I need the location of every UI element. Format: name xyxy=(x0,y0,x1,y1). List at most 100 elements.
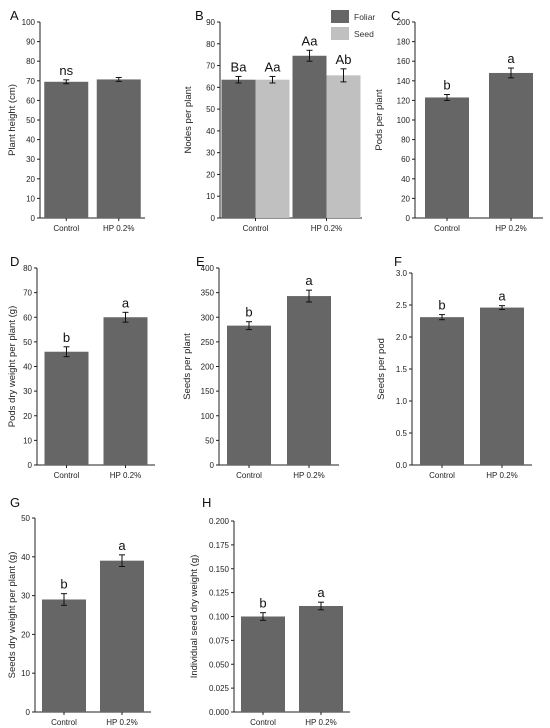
y-tick-label: 90 xyxy=(26,38,35,47)
y-tick-label: 1.5 xyxy=(396,365,408,374)
y-tick-label: 70 xyxy=(26,77,35,86)
y-tick-label: 0 xyxy=(210,461,215,470)
significance-label: a xyxy=(498,289,506,304)
panel-letter: B xyxy=(195,8,204,23)
legend-label: Foliar xyxy=(354,12,375,22)
y-tick-label: 40 xyxy=(206,127,215,136)
panel-d: D 0 10 20 30 40 50 60 70 80 Pods dry weight per pl… xyxy=(7,254,155,480)
y-tick-label: 250 xyxy=(201,338,215,347)
y-tick-label: 30 xyxy=(206,149,215,158)
significance-label: a xyxy=(118,538,126,553)
y-tick-label: 90 xyxy=(206,18,215,27)
panel-letter: D xyxy=(10,254,19,269)
y-tick-label: 30 xyxy=(23,387,32,396)
significance-label: b xyxy=(245,305,252,320)
y-tick-label: 0.150 xyxy=(209,565,230,574)
panel-a: A 0 10 20 30 40 50 60 70 80 90 100 Plant height (cm)… xyxy=(7,8,145,233)
panel-b: B 0 10 20 30 40 50 60 70 80 90 Nodes per plant Contr… xyxy=(183,8,375,233)
y-tick-label: 10 xyxy=(21,669,30,678)
panel-letter: A xyxy=(10,8,19,23)
y-tick-label: 30 xyxy=(26,155,35,164)
significance-label: b xyxy=(259,596,266,611)
y-tick-label: 100 xyxy=(201,412,215,421)
y-tick-label: 30 xyxy=(21,592,30,601)
y-axis-title: Seeds per pod xyxy=(376,338,387,400)
significance-label: Ba xyxy=(231,59,248,74)
y-tick-label: 10 xyxy=(206,192,215,201)
bar-value xyxy=(287,296,331,465)
y-tick-label: 70 xyxy=(23,289,32,298)
y-tick-label: 0 xyxy=(406,214,411,223)
y-tick-label: 10 xyxy=(26,194,35,203)
x-category-label: HP 0.2% xyxy=(110,471,141,480)
bar-value xyxy=(44,351,89,465)
y-tick-label: 100 xyxy=(397,116,411,125)
y-tick-label: 40 xyxy=(21,553,30,562)
bar-value xyxy=(42,599,86,712)
y-tick-label: 80 xyxy=(206,40,215,49)
significance-label: ns xyxy=(59,63,73,78)
y-tick-label: 50 xyxy=(21,514,30,523)
x-category-label: Control xyxy=(236,471,262,480)
significance-label: b xyxy=(438,298,445,313)
y-tick-label: 20 xyxy=(23,412,32,421)
y-tick-label: 10 xyxy=(23,436,32,445)
y-axis-title: Individual seed dry weight (g) xyxy=(189,555,200,679)
significance-label: b xyxy=(60,577,67,592)
x-category-label: HP 0.2% xyxy=(495,224,526,233)
bar-seed xyxy=(255,79,290,218)
y-tick-label: 0 xyxy=(31,214,36,223)
y-tick-label: 0.5 xyxy=(396,429,408,438)
significance-label: Aa xyxy=(265,59,282,74)
y-tick-label: 400 xyxy=(201,264,215,273)
bar-value xyxy=(96,79,141,218)
legend-label: Seed xyxy=(354,29,374,39)
y-tick-label: 0 xyxy=(28,461,33,470)
panel-letter: C xyxy=(391,8,400,23)
y-tick-label: 80 xyxy=(23,264,32,273)
bar-value xyxy=(420,317,464,465)
y-tick-label: 120 xyxy=(397,96,411,105)
significance-label: Aa xyxy=(302,33,319,48)
bar-value xyxy=(241,616,285,712)
y-tick-label: 100 xyxy=(22,18,36,27)
y-tick-label: 40 xyxy=(401,175,410,184)
y-tick-label: 200 xyxy=(397,18,411,27)
x-category-label: HP 0.2% xyxy=(311,224,342,233)
y-axis-title: Pods dry weight per plant (g) xyxy=(7,306,18,427)
x-category-label: Control xyxy=(429,471,455,480)
bar-seed xyxy=(326,75,361,218)
y-tick-label: 60 xyxy=(401,155,410,164)
x-category-label: Control xyxy=(250,718,276,727)
significance-label: a xyxy=(317,585,325,600)
panel-f: F 0.0 0.5 1.0 1.5 2.0 2.5 3.0 Seeds per pod Contr… xyxy=(376,254,532,480)
y-axis-title: Pods per plant xyxy=(374,89,385,151)
significance-label: b xyxy=(63,330,70,345)
significance-label: b xyxy=(443,78,450,93)
y-tick-label: 20 xyxy=(401,194,410,203)
x-category-label: Control xyxy=(243,224,269,233)
y-axis-title: Seeds dry weight per plant (g) xyxy=(7,552,18,679)
x-category-label: HP 0.2% xyxy=(106,718,137,727)
x-category-label: Control xyxy=(434,224,460,233)
y-tick-label: 200 xyxy=(201,363,215,372)
bar-value xyxy=(480,307,524,465)
y-tick-label: 300 xyxy=(201,313,215,322)
x-category-label: Control xyxy=(54,471,80,480)
y-tick-label: 2.0 xyxy=(396,333,408,342)
y-tick-label: 0.100 xyxy=(209,613,230,622)
bar-value xyxy=(44,81,89,218)
y-tick-label: 0.200 xyxy=(209,517,230,526)
panel-e: E 0 50 100 150 200 250 300 350 400 Seeds per plant… xyxy=(182,254,339,480)
x-category-label: Control xyxy=(53,224,79,233)
y-axis-title: Nodes per plant xyxy=(183,86,194,153)
y-tick-label: 180 xyxy=(397,38,411,47)
legend: Foliar Seed xyxy=(331,10,375,40)
y-tick-label: 2.5 xyxy=(396,301,408,310)
y-tick-label: 70 xyxy=(206,62,215,71)
bar-value xyxy=(227,325,271,465)
y-tick-label: 0.000 xyxy=(209,708,230,717)
y-axis-title: Plant height (cm) xyxy=(7,84,18,156)
y-tick-label: 50 xyxy=(26,116,35,125)
